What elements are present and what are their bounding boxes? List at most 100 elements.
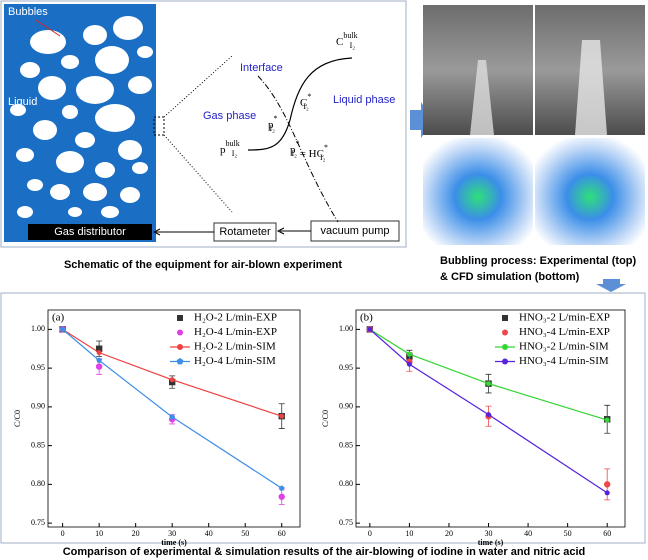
plume [470,60,494,135]
liquid-phase-label: Liquid phase [333,94,395,106]
cfd-image [423,138,533,245]
gas-phase-label: Gas phase [203,110,256,122]
bubble [132,162,148,174]
p-star: p* I₂ [268,114,278,133]
bubble [38,76,66,100]
y-tick-label: 0.90 [339,402,353,411]
bubbling-caption: Bubbling process: Experimental (top) [440,255,637,267]
marker [279,413,285,419]
symbol-sup: bulk [343,31,357,40]
bubble [68,207,82,217]
marker [603,481,611,488]
x-tick-label: 40 [205,529,213,538]
bubble [62,105,78,119]
marker [96,357,102,363]
zoom-line [163,134,233,213]
symbol-sub: I₂ [292,149,298,158]
arrow-down [596,279,626,292]
marker [96,350,102,356]
legend-marker [502,315,508,321]
c-star: C* I₂ [300,92,311,111]
pump-label: vacuum pump [320,225,389,237]
interface-label: Interface [240,62,283,74]
marker [95,345,103,352]
distributor-label: Gas distributor [54,226,126,238]
symbol-sub: I₂ [270,124,276,133]
schematic-caption: Schematic of the equipment for air-blown… [64,259,342,271]
bubble [10,104,26,116]
legend-marker [176,357,184,365]
bubbling-caption: & CFD simulation (bottom) [440,271,580,283]
legend-marker [502,358,508,365]
legend-marker [177,315,183,321]
marker [278,493,285,500]
cfd-image [535,138,645,245]
x-tick-label: 30 [485,529,493,538]
series-line [369,328,608,421]
bubble [75,132,95,148]
x-tick-label: 60 [603,529,611,538]
symbol-sup: * [324,143,328,152]
bubble [33,120,57,140]
marker [406,351,412,357]
bubble [118,140,142,160]
marker [278,485,285,491]
bubbles-label: Bubbles [8,6,48,18]
y-tick-label: 0.80 [31,479,45,488]
x-tick-label: 40 [524,529,532,538]
legend-label: HNO₃-4 L/min-EXP [519,326,610,338]
y-tick-label: 0.85 [31,440,45,449]
bubble [20,62,40,78]
arrow-right [410,102,433,138]
y-tick-label: 0.85 [339,440,353,449]
x-tick-label: 10 [405,529,413,538]
bubble [128,76,152,94]
legend-label: HNO₃-2 L/min-SIM [519,341,609,353]
distributor-box [28,224,152,240]
y-tick-label: 1.00 [31,324,45,333]
marker [169,413,176,420]
symbol-sup: * [274,114,278,123]
symbol-base: C [336,36,343,48]
bubble [56,151,84,173]
bubble [76,76,114,104]
x-tick-label: 30 [168,529,176,538]
bubble [17,206,33,218]
legend-marker [502,344,508,350]
bubble [30,30,66,54]
panel-frame [0,0,407,248]
legend-label: H₂O-4 L/min-EXP [194,326,277,338]
symbol-base: p [220,144,226,156]
marker [367,326,373,332]
x-tick-label: 20 [132,529,140,538]
x-axis-label: time (s) [478,538,504,547]
series-line [369,328,608,494]
symbol-sup: * [307,92,311,101]
marker [406,361,412,367]
marker [59,326,66,332]
c-bulk: Cbulk I₂ [336,31,358,50]
legend-marker [177,344,183,350]
plume [575,40,607,135]
bubble [16,148,34,162]
zoom-line [163,55,233,118]
pointer [35,19,61,37]
bubble [95,46,129,74]
symbol-base: p [268,119,274,131]
y-tick-label: 0.95 [339,363,353,372]
x-tick-label: 10 [95,529,103,538]
legend-label: H₂O-2 L/min-SIM [194,341,276,353]
bubble [95,162,115,178]
y-tick-label: 1.00 [339,324,353,333]
legend-marker [177,329,183,336]
symbol-sup: * [296,139,300,148]
bubble [50,184,70,200]
symbol-base: C [300,97,307,109]
marker [95,363,103,370]
x-tick-label: 60 [278,529,286,538]
panel-label: (a) [52,312,65,324]
y-axis-label: C/C0 [321,410,330,427]
bubble [113,16,143,40]
legend-marker [502,329,508,336]
panel-label: (b) [360,312,373,324]
